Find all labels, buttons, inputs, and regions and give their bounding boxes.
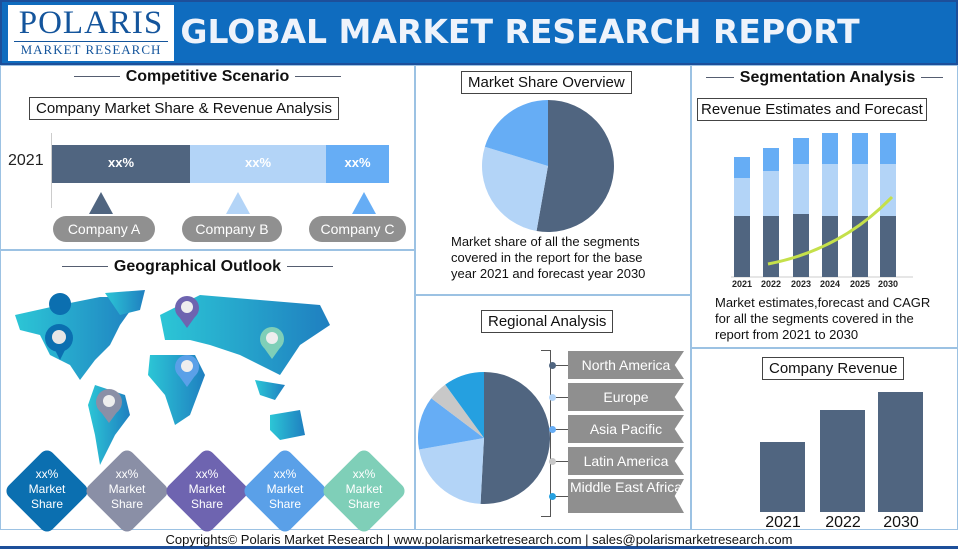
triangle-icon	[352, 192, 376, 214]
revenue-bar-2021	[760, 442, 805, 512]
bracket-line	[541, 350, 551, 517]
company-a-label: Company A	[53, 216, 155, 242]
stack-mid	[734, 178, 750, 216]
location-pin-icon	[175, 296, 199, 328]
connector-line	[551, 397, 569, 398]
stack-top	[763, 148, 779, 171]
pie-slice	[484, 100, 548, 166]
region-label: Europe	[568, 383, 684, 411]
region-dot-icon	[549, 362, 556, 369]
market-share-pie	[482, 100, 614, 232]
revenue-bar-2030	[878, 392, 923, 512]
market-share-heading: Market Share Overview	[461, 71, 632, 94]
geo-heading: Geographical Outlook	[0, 258, 395, 276]
stack-base	[763, 216, 779, 277]
polaris-logo: POLARIS MARKET RESEARCH	[8, 5, 174, 61]
segment-year: 2023	[790, 279, 812, 289]
triangle-icon	[89, 192, 113, 214]
segment-year: 2022	[760, 279, 782, 289]
stack-base	[852, 216, 868, 277]
competitive-subheading: Company Market Share & Revenue Analysis	[29, 97, 339, 120]
segmentation-heading: Segmentation Analysis	[691, 69, 958, 87]
pie-slice	[431, 384, 484, 438]
segmentation-subheading: Revenue Estimates and Forecast	[697, 98, 927, 121]
connector-line	[551, 429, 569, 430]
pie-slice	[445, 372, 484, 438]
region-label: Latin America	[568, 447, 684, 475]
segment-year: 2024	[819, 279, 841, 289]
segmentation-description: Market estimates,forecast and CAGR for a…	[715, 295, 931, 342]
pie-slice	[482, 146, 548, 231]
market-share-label: xx% Market Share	[28, 467, 66, 511]
year-label: 2021	[8, 152, 44, 169]
region-dot-icon	[549, 426, 556, 433]
region-dot-icon	[549, 394, 556, 401]
revenue-year: 2021	[765, 514, 801, 531]
connector-line	[551, 461, 569, 462]
revenue-stacked-bars	[731, 133, 913, 278]
location-pin-icon	[175, 355, 199, 387]
location-pin-icon	[96, 389, 122, 423]
world-map	[15, 290, 330, 465]
regional-heading: Regional Analysis	[481, 310, 614, 333]
pie-slice	[536, 100, 614, 232]
stack-mid	[852, 164, 868, 216]
pie-slice	[480, 372, 550, 504]
location-pin-icon	[45, 293, 73, 360]
regional-panel	[415, 295, 691, 530]
axis-line	[51, 133, 52, 208]
map-pins	[45, 293, 284, 423]
stack-top	[852, 133, 868, 164]
stack-top	[734, 157, 750, 178]
stack-mid	[763, 171, 779, 216]
stack-base	[734, 216, 750, 277]
stack-mid	[822, 164, 838, 216]
segment-company-a: xx%	[52, 145, 190, 183]
region-label: Asia Pacific	[568, 415, 684, 443]
revenue-year: 2022	[825, 514, 861, 531]
segment-year: 2025	[849, 279, 871, 289]
market-share-label: xx% Market Share	[266, 467, 304, 511]
stack-top	[793, 138, 809, 164]
company-revenue-heading: Company Revenue	[762, 357, 905, 380]
pie-slice	[418, 398, 484, 450]
stack-base	[793, 214, 809, 277]
region-dot-icon	[549, 458, 556, 465]
segment-year: 2021	[731, 279, 753, 289]
regional-pie	[418, 372, 550, 504]
market-share-label: xx% Market Share	[345, 467, 383, 511]
connector-line	[551, 496, 569, 497]
competitive-panel	[0, 65, 415, 250]
location-pin-icon	[260, 327, 284, 359]
stack-base	[822, 216, 838, 277]
connector-line	[551, 365, 569, 366]
report-title: GLOBAL MARKET RESEARCH REPORT	[180, 12, 860, 51]
company-c-label: Company C	[309, 216, 406, 242]
revenue-year: 2030	[883, 514, 919, 531]
competitive-heading: Competitive Scenario	[0, 68, 415, 86]
market-share-label: xx% Market Share	[188, 467, 226, 511]
revenue-bar-2022	[820, 410, 865, 512]
stack-top	[880, 133, 896, 164]
market-share-panel	[415, 65, 691, 295]
stack-mid	[793, 164, 809, 214]
region-label: Middle East Africa	[568, 479, 684, 513]
triangle-icon	[226, 192, 250, 214]
region-dot-icon	[549, 493, 556, 500]
pie-slice	[419, 438, 484, 504]
segment-company-c: xx%	[326, 145, 389, 183]
segment-company-b: xx%	[190, 145, 326, 183]
cagr-trend-line	[767, 195, 894, 266]
stack-top	[822, 133, 838, 164]
footer-copyright: Copyrights© Polaris Market Research | ww…	[0, 530, 958, 549]
segment-year: 2030	[877, 279, 899, 289]
region-label: North America	[568, 351, 684, 379]
market-share-label: xx% Market Share	[108, 467, 146, 511]
stack-base	[880, 216, 896, 277]
company-b-label: Company B	[182, 216, 282, 242]
market-share-description: Market share of all the segments covered…	[451, 234, 646, 281]
